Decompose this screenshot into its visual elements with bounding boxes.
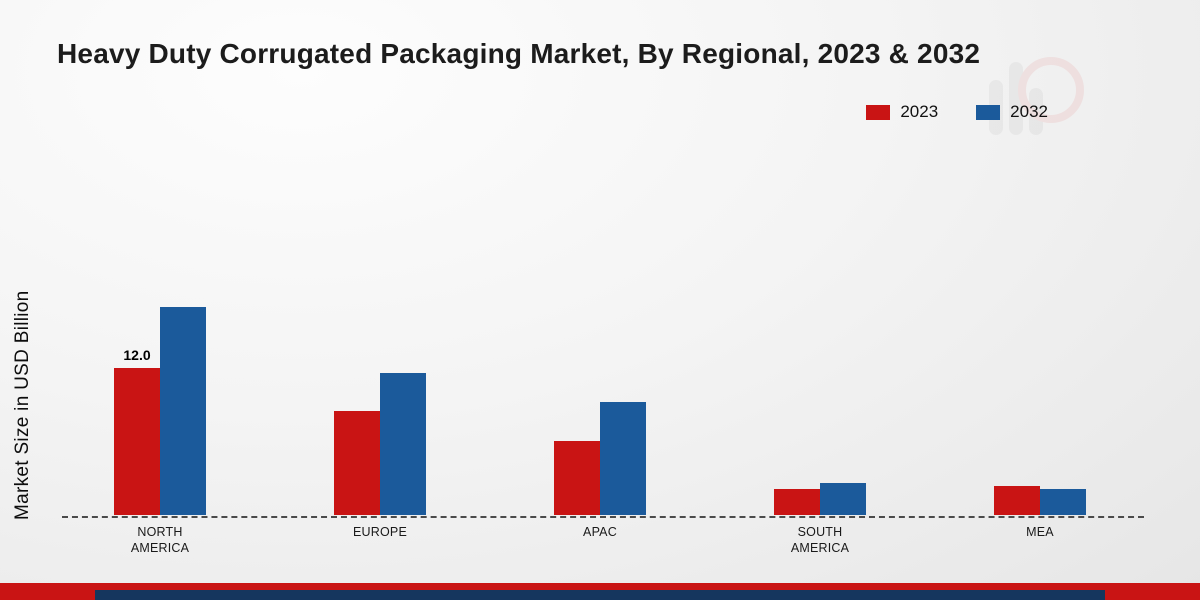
x-axis-baseline	[62, 516, 1144, 518]
bar-2032-category-0	[160, 307, 206, 515]
category-label: SOUTH AMERICA	[790, 525, 850, 556]
bar-group-3: SOUTH AMERICA	[774, 483, 866, 555]
bar-group-2: APAC	[554, 402, 646, 539]
watermark-logo	[989, 57, 1084, 135]
legend-swatch-icon	[976, 104, 1001, 120]
bar-2023-category-3	[774, 489, 820, 515]
bars: 12.0	[114, 307, 206, 515]
bar-group-1: EUROPE	[334, 373, 426, 539]
legend: 2023 2032	[866, 102, 1048, 122]
bars	[994, 486, 1086, 515]
bar-group-4: MEA	[994, 486, 1086, 539]
category-label: MEA	[1026, 525, 1054, 539]
legend-label: 2032	[1010, 102, 1048, 121]
legend-item-2023: 2023	[866, 102, 938, 122]
category-label: NORTH AMERICA	[130, 525, 190, 556]
bars	[334, 373, 426, 515]
category-label: EUROPE	[353, 525, 407, 539]
bars	[774, 483, 866, 515]
chart-title: Heavy Duty Corrugated Packaging Market, …	[57, 38, 981, 69]
footer-navy-strip	[95, 590, 1105, 600]
bar-groups: 12.0 NORTH AMERICA EUROPE APAC SOUTH AMERICA…	[50, 307, 1150, 555]
bars	[554, 402, 646, 515]
y-axis-label: Market Size in USD Billion	[12, 290, 33, 520]
bar-value-label: 12.0	[123, 347, 151, 363]
bar-2023-category-0: 12.0	[114, 347, 160, 515]
bar-2032-category-2	[600, 402, 646, 515]
bar-2023-category-4	[994, 486, 1040, 515]
legend-label: 2023	[900, 102, 939, 121]
category-label: APAC	[583, 525, 617, 539]
bar-group-0: 12.0 NORTH AMERICA	[114, 307, 206, 555]
legend-swatch-icon	[866, 104, 891, 120]
bar-2032-category-4	[1040, 489, 1086, 515]
bar-2023-category-1	[334, 411, 380, 515]
legend-item-2032: 2032	[976, 102, 1048, 122]
bar-2023-category-2	[554, 441, 600, 515]
bar-2032-category-1	[380, 373, 426, 515]
bar-2032-category-3	[820, 483, 866, 515]
